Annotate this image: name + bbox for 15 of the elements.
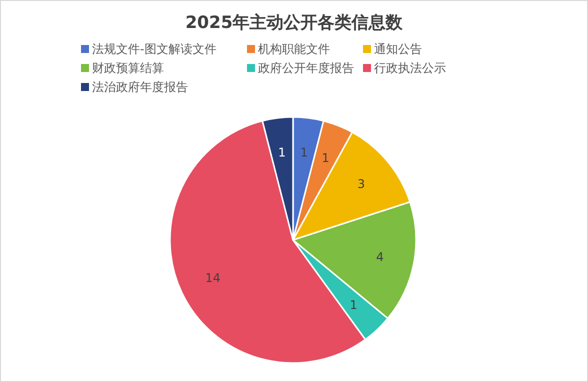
legend-label: 法规文件-图文解读文件 bbox=[92, 42, 216, 56]
data-label: 3 bbox=[357, 176, 366, 191]
legend-label: 通知公告 bbox=[374, 42, 422, 56]
data-label: 1 bbox=[350, 298, 358, 312]
legend-label: 行政执法公示 bbox=[374, 61, 446, 75]
data-label: 4 bbox=[376, 250, 384, 264]
legend-label: 政府公开年度报告 bbox=[258, 61, 354, 75]
legend-label: 法治政府年度报告 bbox=[92, 80, 188, 94]
data-label: 1 bbox=[278, 145, 286, 160]
data-label: 1 bbox=[300, 145, 308, 160]
data-label: 1 bbox=[322, 150, 330, 165]
legend-label: 机构职能文件 bbox=[258, 42, 330, 56]
legend-label: 财政预算结算 bbox=[92, 61, 164, 75]
data-label: 14 bbox=[205, 270, 221, 285]
chart-title: 2025年主动公开各类信息数 bbox=[185, 13, 404, 33]
